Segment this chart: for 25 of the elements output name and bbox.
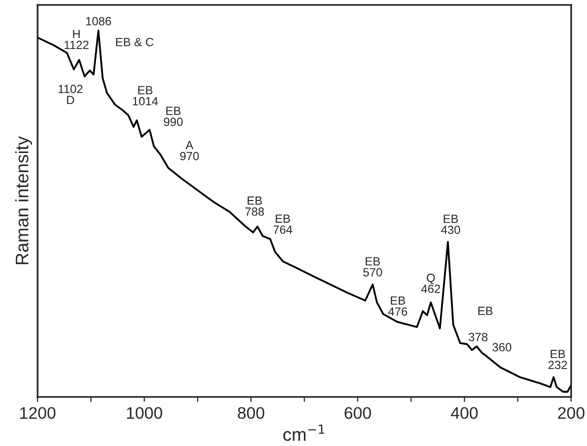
annotation: EB & C — [116, 38, 154, 46]
x-axis-title: cm$^{−1}$ — [283, 424, 324, 441]
annotation: H 1122 — [64, 30, 89, 49]
x-tick-label: 1000 — [127, 407, 162, 419]
annotation: 1102 D — [58, 84, 83, 104]
annotation: EB 788 — [245, 196, 264, 216]
y-axis-title: Raman intensity — [15, 136, 32, 264]
annotation: EB 232 — [548, 350, 567, 370]
x-tick-label: 800 — [238, 407, 264, 419]
annotation: EB 764 — [273, 214, 292, 234]
annotation: 1086 — [86, 17, 112, 26]
annotation: EB 1014 — [132, 86, 158, 106]
annotation: EB — [478, 306, 492, 315]
x-tick-label: 600 — [344, 407, 371, 419]
annotation: 360 — [492, 343, 512, 352]
annotation: 378 — [468, 332, 488, 342]
annotation: EB 990 — [164, 106, 183, 126]
annotation: EB 476 — [388, 296, 408, 316]
annotation: A 970 — [180, 141, 199, 160]
x-tick-label: 200 — [558, 407, 584, 419]
annotation: EB 430 — [441, 214, 460, 234]
x-tick-label: 1200 — [20, 407, 56, 419]
x-tick-label: 400 — [450, 407, 478, 419]
annotation: Q 462 — [421, 274, 440, 294]
annotation: EB 570 — [363, 257, 382, 276]
